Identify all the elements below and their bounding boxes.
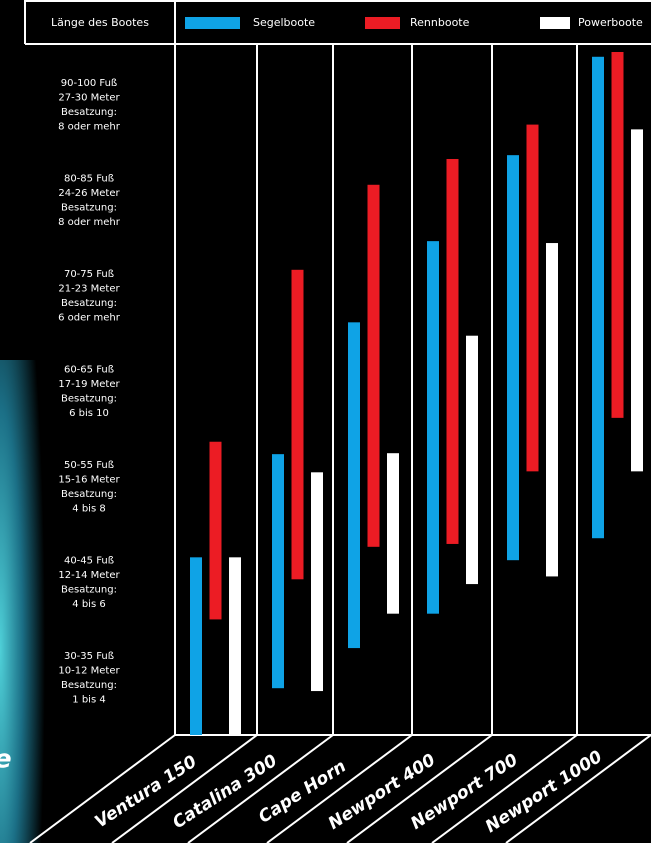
bar [592, 56, 604, 539]
bar [190, 557, 202, 735]
y-tick-label: 80-85 Fuß [64, 173, 114, 184]
y-tick-label: Besatzung: [61, 680, 117, 691]
y-tick-label: Besatzung: [61, 107, 117, 118]
bar [446, 158, 459, 544]
y-tick-label: 60-65 Fuß [64, 364, 114, 375]
y-tick-label: 15-16 Meter [58, 474, 120, 485]
y-tick-label: 30-35 Fuß [64, 651, 114, 662]
bar [387, 453, 399, 614]
y-tick-label: Besatzung: [61, 202, 117, 213]
bar [466, 335, 478, 585]
legend-swatch [540, 17, 570, 29]
diagonal-rule [431, 734, 578, 843]
legend-swatch [185, 17, 240, 29]
y-tick-label: 70-75 Fuß [64, 269, 114, 280]
y-tick-label: 6 oder mehr [58, 312, 121, 323]
side-fragment: e [0, 745, 12, 775]
bar [507, 155, 519, 561]
bar [526, 124, 539, 472]
diagonal-rule [187, 734, 334, 843]
y-tick-label: 1 bis 4 [72, 694, 105, 705]
y-tick-label: 4 bis 8 [72, 503, 105, 514]
background-image [0, 360, 45, 843]
legend-swatch [365, 17, 400, 29]
y-tick-label: 10-12 Meter [58, 665, 120, 676]
y-tick-label: 8 oder mehr [58, 217, 121, 228]
legend-label: Segelboote [253, 16, 315, 29]
diagonal-rule [505, 734, 651, 843]
y-tick-label: Besatzung: [61, 298, 117, 309]
y-tick-label: Besatzung: [61, 584, 117, 595]
y-tick-label: 12-14 Meter [58, 570, 120, 581]
legend-label: Powerboote [578, 16, 643, 29]
bar [631, 129, 643, 472]
y-tick-label: 90-100 Fuß [61, 78, 117, 89]
legend-label: Rennboote [410, 16, 470, 29]
bar [348, 322, 360, 649]
y-axis-label: Länge des Bootes [51, 16, 149, 29]
diagonal-rule [111, 734, 258, 843]
bar [229, 557, 241, 735]
diagonal-rule [29, 734, 176, 843]
y-tick-label: 4 bis 6 [72, 599, 105, 610]
bar [209, 441, 222, 620]
bar [427, 241, 439, 614]
y-tick-label: Besatzung: [61, 393, 117, 404]
y-tick-label: 40-45 Fuß [64, 555, 114, 566]
y-tick-label: 6 bis 10 [69, 408, 109, 419]
diagonal-rule [346, 734, 493, 843]
bar [546, 243, 558, 577]
y-tick-label: 21-23 Meter [58, 283, 120, 294]
bar [311, 472, 323, 692]
y-tick-label: 17-19 Meter [58, 379, 120, 390]
diagonal-rule [266, 734, 413, 843]
y-tick-label: 24-26 Meter [58, 188, 120, 199]
y-tick-label: 27-30 Meter [58, 92, 120, 103]
y-tick-label: 50-55 Fuß [64, 460, 114, 471]
bar [291, 269, 304, 580]
bar [367, 184, 380, 547]
y-tick-label: Besatzung: [61, 489, 117, 500]
bar [611, 52, 624, 418]
bar [272, 454, 284, 689]
y-tick-label: 8 oder mehr [58, 121, 121, 132]
